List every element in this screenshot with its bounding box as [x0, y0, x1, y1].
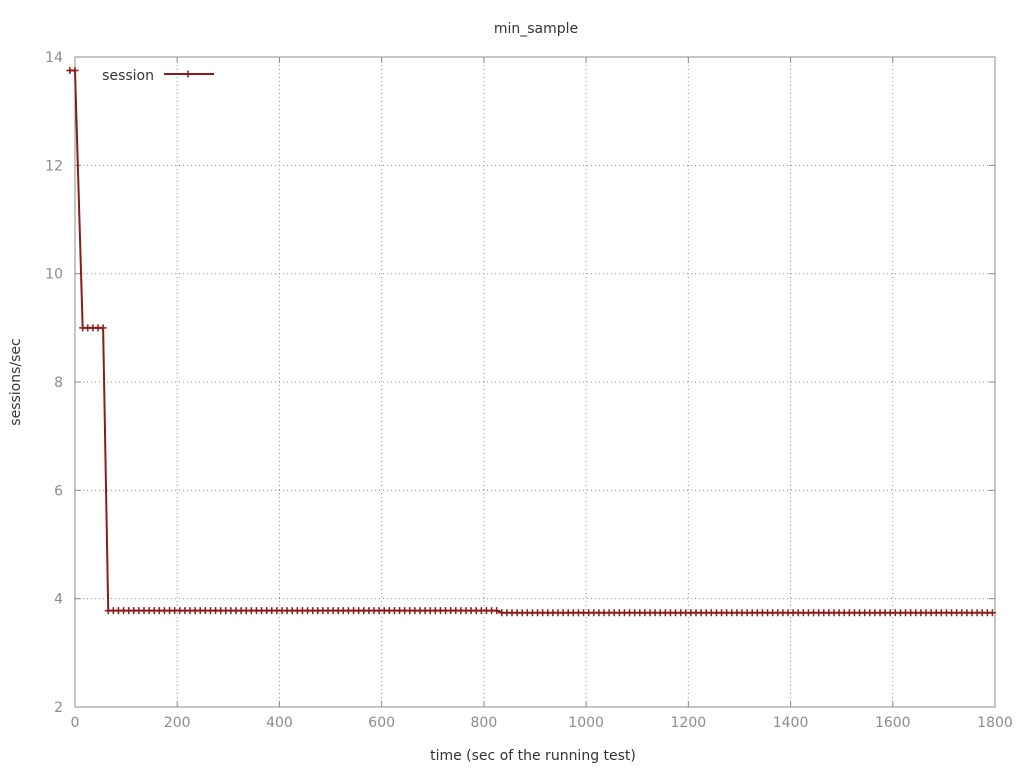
y-tick-label: 8 — [54, 375, 63, 391]
axis-ticks: 0 200 400 600 800 1000 1200 1400 1600 1800 2 4 6 8 10 1… — [45, 50, 1013, 731]
data-point — [988, 609, 996, 617]
y-tick-label: 4 — [54, 592, 63, 608]
legend-marker-session — [184, 70, 192, 78]
x-tick-label: 1400 — [773, 715, 809, 731]
y-axis-label: sessions/sec — [8, 338, 24, 425]
x-tick-label: 1200 — [671, 715, 707, 731]
y-tick-label: 2 — [54, 700, 63, 716]
y-tick-label: 12 — [45, 158, 63, 174]
legend: session — [102, 68, 214, 84]
x-tick-label: 1600 — [875, 715, 911, 731]
series-session — [66, 67, 996, 617]
x-tick-label: 1800 — [977, 715, 1013, 731]
series-line-session — [69, 69, 993, 614]
data-point — [99, 324, 107, 332]
x-tick-label: 800 — [471, 715, 498, 731]
y-tick-label: 6 — [54, 483, 63, 499]
x-tick-label: 200 — [164, 715, 191, 731]
legend-label-session: session — [102, 68, 154, 84]
data-point — [493, 607, 501, 615]
data-point — [71, 67, 79, 75]
chart-title: min_sample — [494, 21, 578, 37]
y-tick-label: 14 — [45, 50, 63, 66]
x-tick-label: 400 — [266, 715, 293, 731]
x-axis-label: time (sec of the running test) — [430, 748, 636, 764]
grid-lines — [75, 57, 995, 707]
x-tick-label: 0 — [71, 715, 80, 731]
y-tick-label: 10 — [45, 267, 63, 283]
x-tick-label: 600 — [368, 715, 395, 731]
x-tick-label: 1000 — [568, 715, 604, 731]
